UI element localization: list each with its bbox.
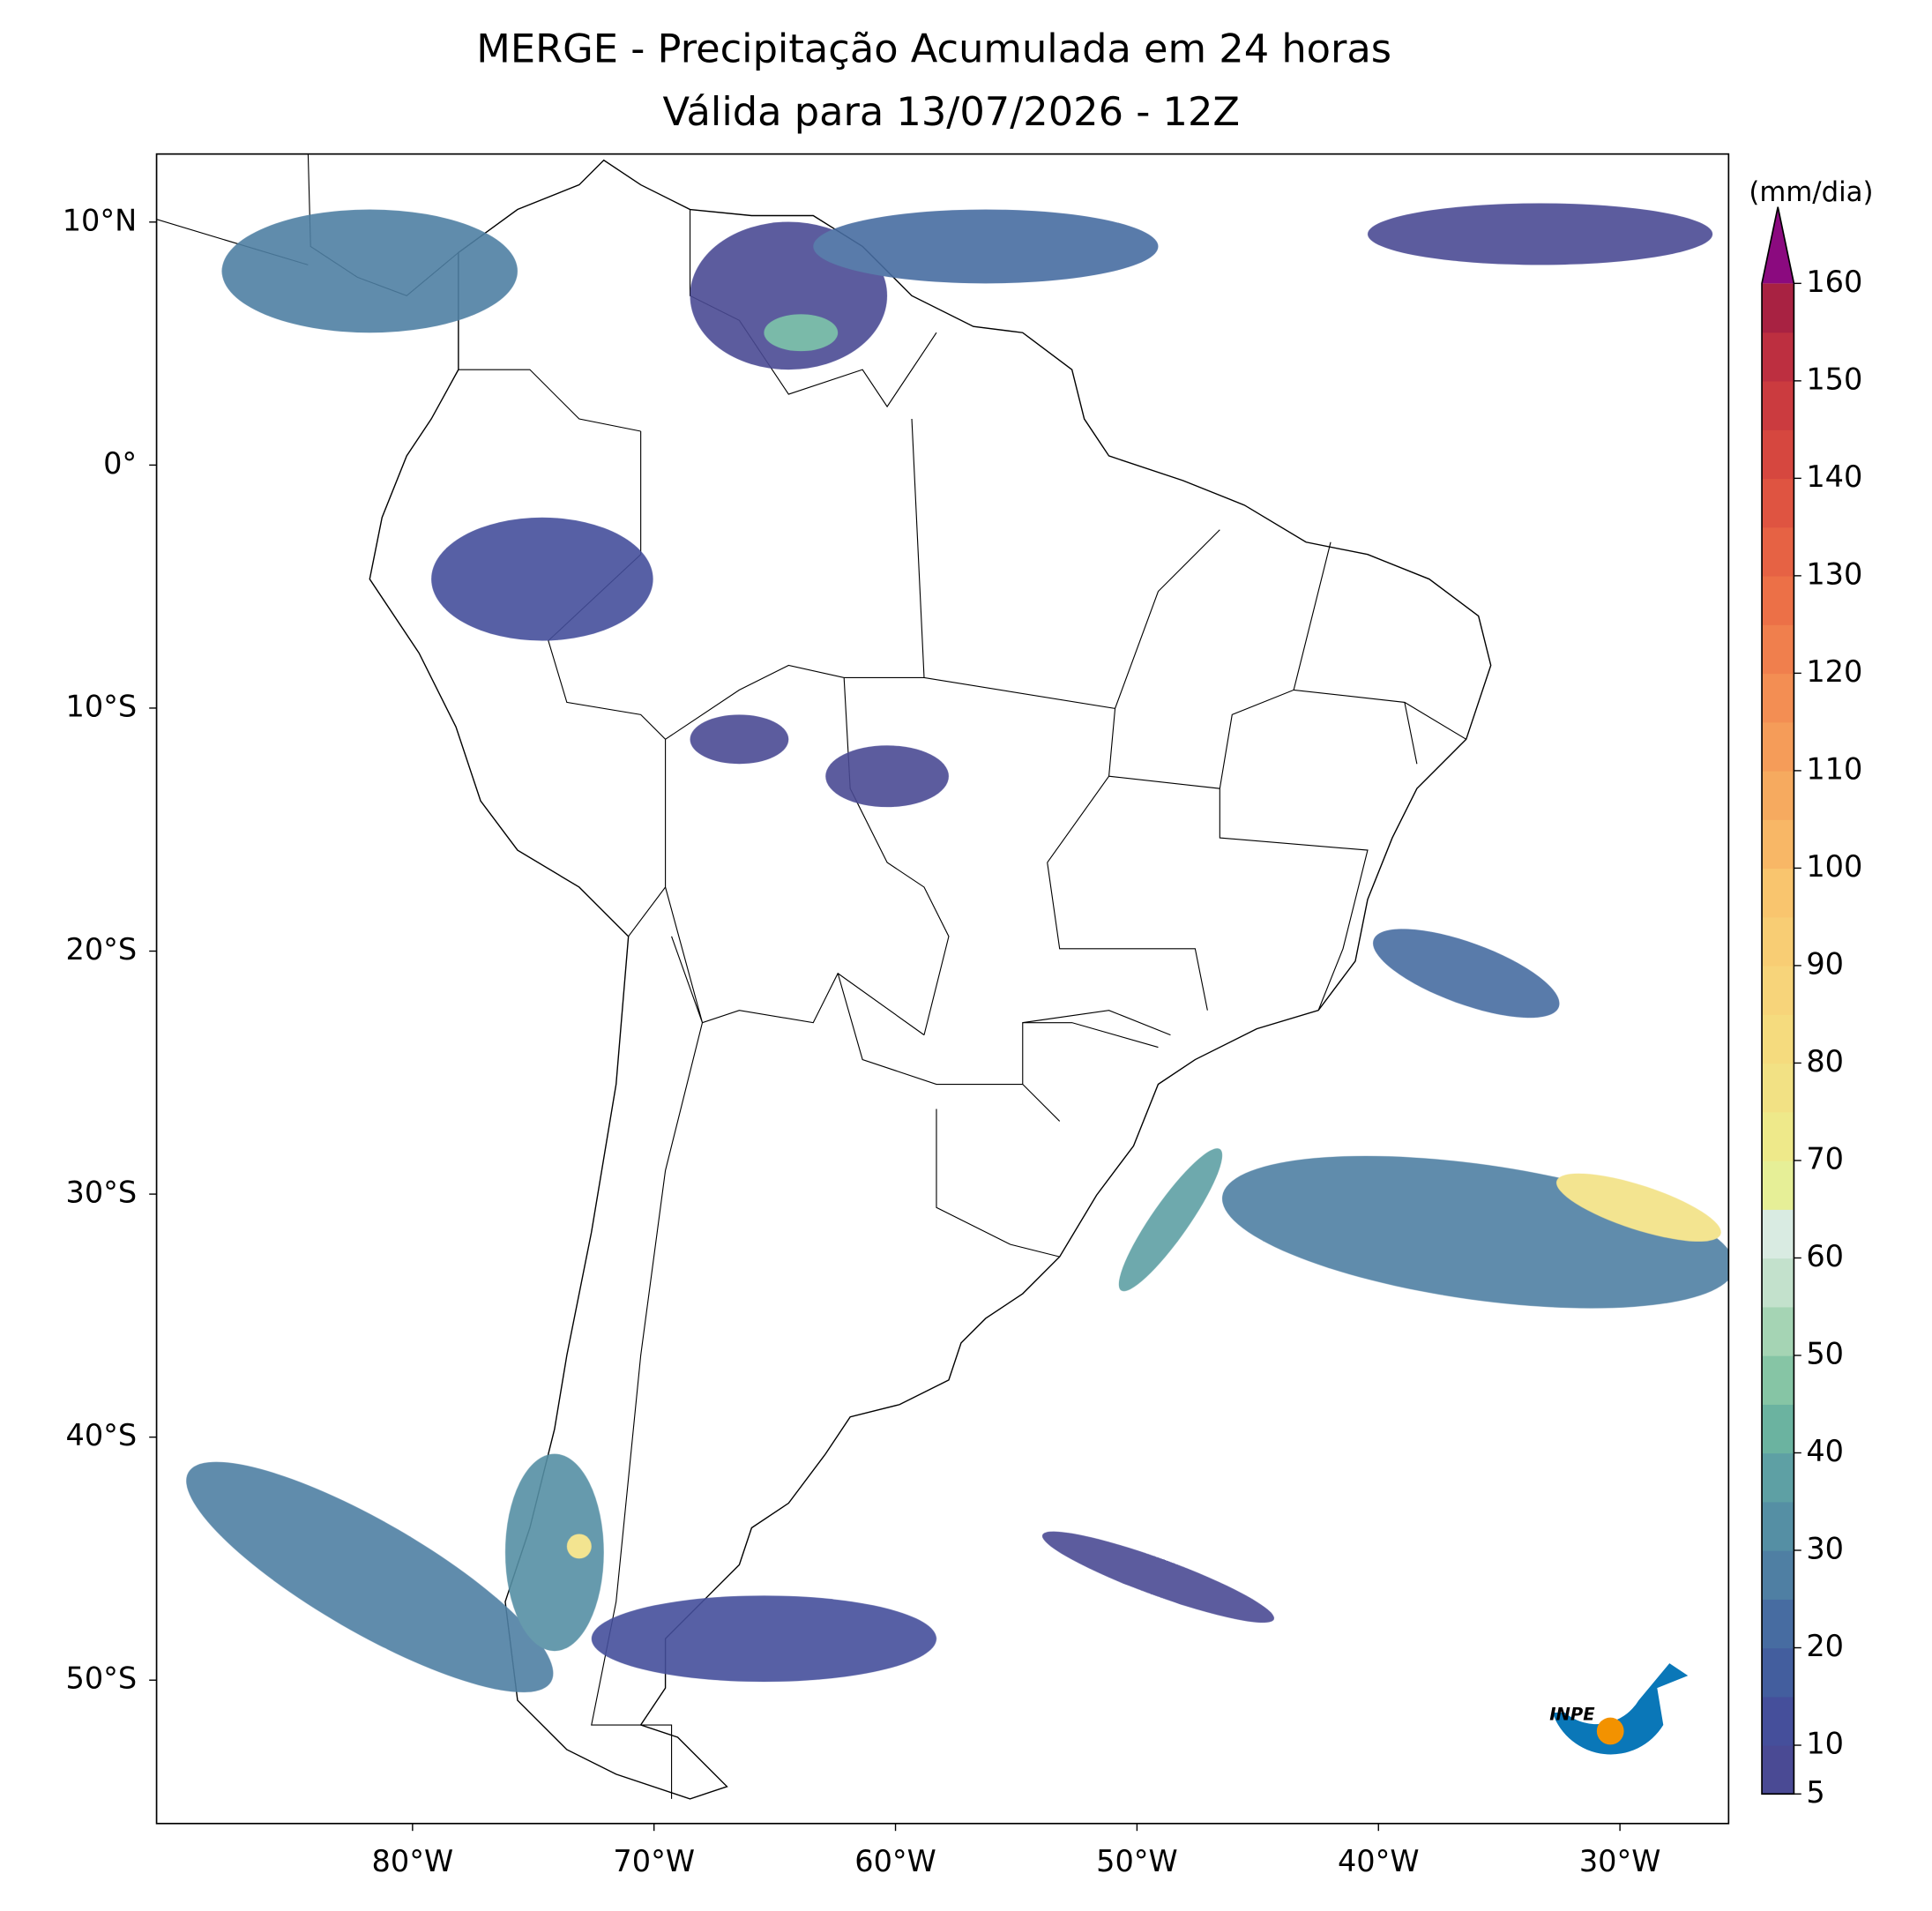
colorbar-band (1762, 868, 1794, 918)
rain-area (221, 209, 518, 333)
colorbar-label: (mm/dia) (1749, 176, 1873, 208)
colorbar-tick-label: 40 (1806, 1434, 1844, 1468)
colorbar-band (1762, 965, 1794, 1015)
rain-area (186, 1461, 554, 1693)
title: MERGE - Precipitação Acumulada em 24 hor… (476, 26, 1391, 72)
rain-area (1367, 203, 1713, 265)
colorbar-band (1762, 283, 1794, 333)
colorbar-band (1762, 1063, 1794, 1113)
y-tick-label: 10°S (66, 689, 138, 723)
rain-area (431, 517, 653, 641)
logo-dot (1596, 1717, 1624, 1745)
state-borders (923, 529, 1467, 1049)
x-tick-label: 30°W (1579, 1844, 1661, 1878)
rain-area (566, 1534, 592, 1559)
colorbar-band (1762, 1355, 1794, 1405)
colorbar-band (1762, 1209, 1794, 1259)
colorbar-band (1762, 1014, 1794, 1064)
precipitation (186, 203, 1729, 1693)
y-tick-label: 40°S (66, 1418, 138, 1452)
y-tick-label: 50°S (66, 1661, 138, 1696)
x-tick-label: 40°W (1338, 1844, 1420, 1878)
colorbar-band (1762, 1160, 1794, 1210)
rain-area (1373, 929, 1560, 1019)
rain-area (825, 745, 949, 808)
rain-area (1556, 1173, 1721, 1242)
colorbar-tick-label: 130 (1806, 556, 1862, 591)
y-tick-label: 0° (103, 446, 137, 481)
rain-area (591, 1595, 936, 1683)
rain-area (813, 209, 1159, 284)
colorbar-tick-label: 10 (1806, 1727, 1844, 1761)
colorbar-extend (1762, 206, 1794, 284)
colorbar-band (1762, 624, 1794, 675)
x-tick-label: 70°W (613, 1844, 695, 1878)
colorbar-band (1762, 1745, 1794, 1795)
colorbar-tick-label: 110 (1806, 751, 1862, 786)
rain-area (504, 1453, 604, 1652)
colorbar-band (1762, 1501, 1794, 1551)
map-area (156, 153, 1729, 1824)
logo-text: INPE (1549, 1704, 1595, 1724)
colorbar-tick-label: 90 (1806, 946, 1844, 981)
colorbar-band (1762, 332, 1794, 382)
inpe-logo: INPE (1549, 1663, 1689, 1755)
colorbar-tick-label: 80 (1806, 1044, 1844, 1079)
colorbar-band (1762, 380, 1794, 430)
colorbar-tick-label: 150 (1806, 362, 1862, 396)
colorbar-tick-label: 100 (1806, 849, 1862, 884)
colorbar-tick-label: 30 (1806, 1531, 1844, 1565)
y-tick-label: 10°N (63, 203, 137, 237)
rain-area (1041, 1531, 1274, 1624)
subtitle: Válida para 13/07/2026 - 12Z (662, 89, 1240, 135)
x-tick-label: 80°W (372, 1844, 454, 1878)
colorbar-band (1762, 673, 1794, 723)
colorbar-tick-label: 5 (1806, 1775, 1824, 1810)
y-tick-label: 30°S (66, 1176, 138, 1210)
map-frame (155, 153, 1730, 1825)
country-borders (458, 209, 1171, 1799)
colorbar-tick-label: 50 (1806, 1336, 1844, 1370)
colorbar-band (1762, 1404, 1794, 1454)
colorbar-tick-label: 160 (1806, 265, 1862, 299)
colorbar-band (1762, 721, 1794, 772)
colorbar-band (1762, 575, 1794, 625)
colorbar-band (1762, 478, 1794, 528)
logo-arc (1552, 1663, 1689, 1755)
colorbar-band (1762, 1258, 1794, 1308)
colorbar-frame (1761, 206, 1795, 1795)
colorbar-band (1762, 1111, 1794, 1161)
colorbar-band (1762, 1452, 1794, 1503)
colorbar-band (1762, 819, 1794, 870)
colorbar-tick-label: 140 (1806, 459, 1862, 494)
colorbar-tick-label: 20 (1806, 1629, 1844, 1663)
colorbar-band (1762, 916, 1794, 967)
x-tick-label: 60°W (854, 1844, 936, 1878)
rain-area (690, 714, 789, 765)
colorbar-band (1762, 429, 1794, 480)
colorbar-band (1762, 1306, 1794, 1356)
colorbar-tick-label: 120 (1806, 654, 1862, 689)
colorbar-tick-label: 70 (1806, 1141, 1844, 1176)
rain-area (1118, 1148, 1223, 1292)
colorbar-tick-label: 60 (1806, 1239, 1844, 1273)
y-tick-label: 20°S (66, 932, 138, 967)
x-tick-label: 50°W (1096, 1844, 1178, 1878)
colorbar-band (1762, 1696, 1794, 1746)
rain-area (764, 314, 839, 352)
colorbar-band (1762, 770, 1794, 820)
colorbar-band (1762, 1599, 1794, 1649)
colorbar-band (1762, 526, 1794, 577)
colorbar-band (1762, 1549, 1794, 1600)
colorbar-band (1762, 1647, 1794, 1698)
